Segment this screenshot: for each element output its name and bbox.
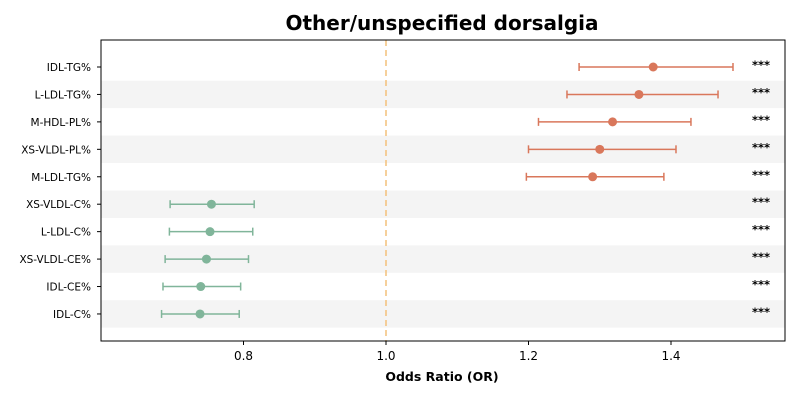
y-tick-label: M-HDL-PL%: [31, 117, 91, 129]
plot-frame: [100, 39, 786, 342]
y-tick-label: IDL-C%: [53, 309, 91, 321]
or-point: [201, 254, 211, 264]
table-row: XS-VLDL-CE% ***: [19, 250, 770, 266]
or-point: [608, 117, 618, 127]
or-point: [206, 199, 216, 209]
y-tick-label: IDL-TG%: [47, 62, 91, 74]
y-tick-label: XS-VLDL-CE%: [19, 254, 91, 266]
table-row: XS-VLDL-PL% ***: [21, 140, 770, 156]
y-tick-label: L-LDL-TG%: [35, 89, 91, 101]
significance-label: ***: [752, 305, 770, 319]
table-row: M-HDL-PL% ***: [31, 113, 770, 129]
y-tick-label: IDL-CE%: [46, 282, 91, 294]
y-tick-label: XS-VLDL-C%: [26, 199, 91, 211]
significance-label: ***: [752, 85, 770, 99]
x-axis-label: Odds Ratio (OR): [385, 369, 498, 384]
or-point: [648, 62, 658, 72]
data-rows: IDL-TG% ***L-LDL-TG% ***M-HDL-PL% ***XS-VLD…: [19, 58, 770, 321]
table-row: M-LDL-TG% ***: [31, 168, 770, 184]
or-point: [205, 227, 215, 237]
x-tick-label: 1.0: [376, 349, 395, 363]
significance-label: ***: [752, 58, 770, 72]
y-tick-label: XS-VLDL-PL%: [21, 144, 91, 156]
or-point: [595, 144, 605, 154]
significance-label: ***: [752, 168, 770, 182]
y-tick-label: L-LDL-C%: [41, 227, 91, 239]
x-tick-label: 1.2: [519, 349, 538, 363]
significance-label: ***: [752, 278, 770, 292]
significance-label: ***: [752, 250, 770, 264]
x-tick-label: 0.8: [234, 349, 253, 363]
or-point: [588, 172, 598, 182]
row-band: [101, 135, 785, 164]
table-row: IDL-TG% ***: [47, 58, 770, 74]
table-row: L-LDL-TG% ***: [35, 85, 770, 101]
x-tick-label: 1.4: [661, 349, 680, 363]
or-point: [634, 89, 644, 99]
table-row: XS-VLDL-C% ***: [26, 195, 770, 211]
table-row: IDL-CE% ***: [46, 278, 770, 294]
or-point: [196, 282, 206, 292]
y-tick-label: M-LDL-TG%: [31, 172, 91, 184]
significance-label: ***: [752, 195, 770, 209]
or-point: [195, 309, 205, 319]
significance-label: ***: [752, 113, 770, 127]
significance-label: ***: [752, 140, 770, 154]
table-row: IDL-C% ***: [53, 305, 770, 321]
x-axis: 0.8 1.0 1.2 1.4: [234, 341, 681, 363]
table-row: L-LDL-C% ***: [41, 223, 770, 239]
chart-title: Other/unspecified dorsalgia: [285, 11, 598, 35]
significance-label: ***: [752, 223, 770, 237]
